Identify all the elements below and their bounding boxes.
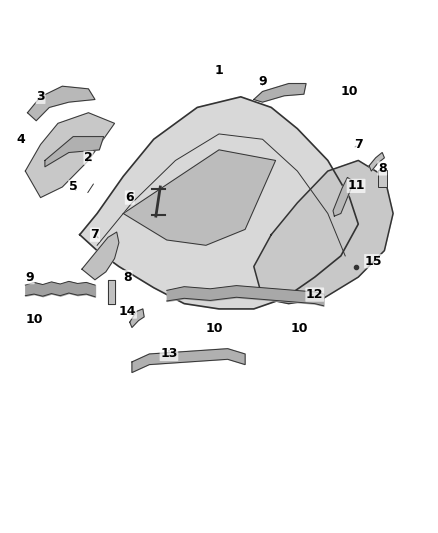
Polygon shape bbox=[130, 309, 144, 327]
Text: 10: 10 bbox=[341, 85, 358, 98]
Polygon shape bbox=[254, 160, 393, 304]
Text: 12: 12 bbox=[306, 288, 324, 301]
Text: 8: 8 bbox=[378, 162, 386, 175]
Text: 9: 9 bbox=[25, 271, 34, 284]
Polygon shape bbox=[369, 152, 385, 171]
Text: 1: 1 bbox=[215, 64, 223, 77]
Text: 15: 15 bbox=[365, 255, 382, 268]
Polygon shape bbox=[108, 280, 115, 304]
Text: 10: 10 bbox=[25, 313, 43, 326]
Text: 9: 9 bbox=[258, 76, 267, 88]
Text: 13: 13 bbox=[160, 348, 178, 360]
Text: 7: 7 bbox=[91, 228, 99, 241]
Polygon shape bbox=[28, 86, 95, 120]
Polygon shape bbox=[82, 232, 119, 280]
Text: 8: 8 bbox=[123, 271, 132, 284]
Polygon shape bbox=[123, 150, 276, 245]
Polygon shape bbox=[80, 97, 358, 309]
Polygon shape bbox=[254, 84, 306, 102]
Text: 6: 6 bbox=[125, 191, 134, 204]
Text: 11: 11 bbox=[347, 180, 365, 192]
Text: 10: 10 bbox=[206, 322, 223, 335]
Polygon shape bbox=[25, 113, 115, 198]
Polygon shape bbox=[45, 136, 104, 167]
Polygon shape bbox=[333, 177, 354, 216]
Text: 4: 4 bbox=[17, 133, 25, 146]
Text: 10: 10 bbox=[291, 322, 308, 335]
Text: 5: 5 bbox=[69, 181, 78, 193]
Polygon shape bbox=[132, 349, 245, 373]
Text: 2: 2 bbox=[84, 151, 93, 164]
Text: 3: 3 bbox=[36, 90, 45, 103]
Text: 14: 14 bbox=[119, 305, 136, 318]
Text: 7: 7 bbox=[354, 138, 363, 151]
Bar bbox=[378, 170, 387, 187]
